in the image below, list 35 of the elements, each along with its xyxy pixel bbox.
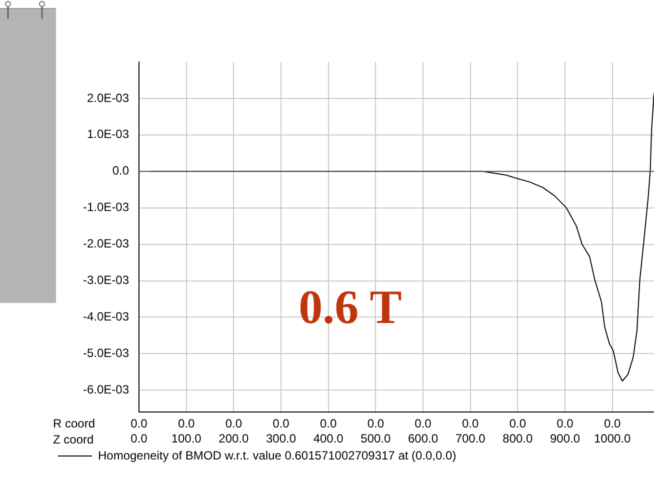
legend-label: Homogeneity of BMOD w.r.t. value 0.601571002709317 at (0.0,0.0) bbox=[98, 448, 456, 462]
x-tick-label: 400.0 bbox=[313, 432, 344, 446]
y-tick-label: -3.0E-03 bbox=[82, 273, 130, 288]
x-tick-label: 700.0 bbox=[455, 432, 486, 446]
y-tick-label: -1.0E-03 bbox=[82, 200, 130, 214]
x-tick-label: 100.0 bbox=[171, 432, 202, 446]
text: 0.0 bbox=[130, 416, 148, 430]
y-tick-label: -2.0E-03 bbox=[82, 236, 130, 251]
x-tick-label: 1000.0 bbox=[594, 432, 632, 446]
text: 0.0 bbox=[414, 416, 432, 430]
text: 0.0 bbox=[320, 416, 337, 430]
text: 0.0 bbox=[604, 416, 622, 430]
x-axis-title: Z coord bbox=[53, 432, 94, 446]
text: 0.0 bbox=[367, 416, 384, 430]
y-tick-label: -6.0E-03 bbox=[82, 382, 130, 396]
text: 0.0 bbox=[225, 416, 242, 430]
y-tick-label: 0.0 bbox=[112, 164, 130, 178]
x2-axis-title: R coord bbox=[53, 416, 96, 430]
x-tick-label: 600.0 bbox=[408, 432, 438, 446]
text: 0.0 bbox=[556, 416, 574, 430]
x-tick-label: 300.0 bbox=[266, 432, 296, 446]
x-tick-label: 200.0 bbox=[218, 432, 250, 446]
y-tick-label: 2.0E-03 bbox=[86, 90, 130, 105]
x-tick-label: 900.0 bbox=[550, 432, 580, 446]
x-tick-label: 800.0 bbox=[502, 432, 534, 446]
text: 0.0 bbox=[272, 416, 290, 430]
text: 0.0 bbox=[462, 416, 480, 430]
annotation: 0.6 T bbox=[298, 280, 402, 334]
x-tick-label: 0.0 bbox=[130, 432, 148, 446]
text: 0.0 bbox=[178, 416, 195, 430]
y-tick-label: 1.0E-03 bbox=[86, 127, 130, 142]
text: 0.0 bbox=[509, 416, 526, 430]
x-tick-label: 500.0 bbox=[360, 432, 392, 446]
y-tick-label: -5.0E-03 bbox=[82, 346, 130, 360]
y-tick-label: -4.0E-03 bbox=[82, 310, 130, 324]
